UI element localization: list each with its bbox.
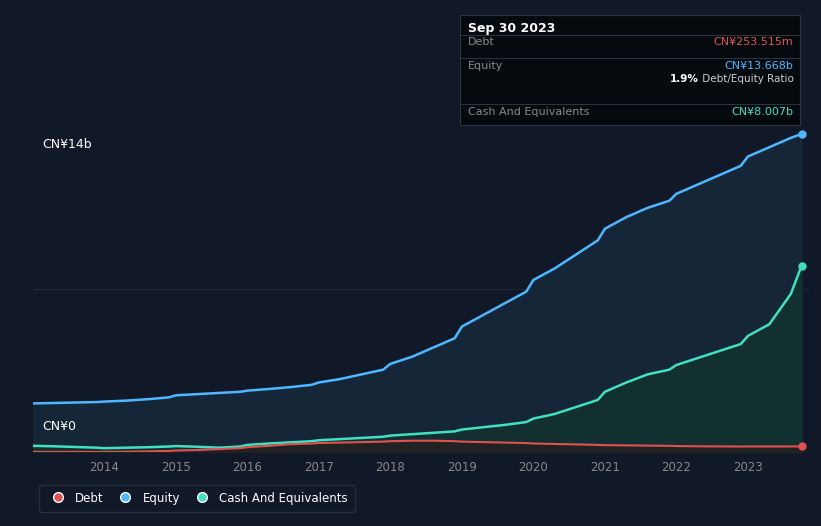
Text: Equity: Equity	[468, 60, 503, 70]
Text: Cash And Equivalents: Cash And Equivalents	[468, 107, 589, 117]
Text: CN¥8.007b: CN¥8.007b	[732, 107, 793, 117]
Text: 1.9%: 1.9%	[670, 74, 699, 84]
Text: CN¥13.668b: CN¥13.668b	[725, 60, 793, 70]
Text: Debt: Debt	[468, 37, 495, 47]
Text: CN¥0: CN¥0	[42, 420, 76, 433]
Text: Sep 30 2023: Sep 30 2023	[468, 22, 556, 35]
Text: CN¥14b: CN¥14b	[42, 138, 92, 150]
Text: CN¥253.515m: CN¥253.515m	[713, 37, 793, 47]
Legend: Debt, Equity, Cash And Equivalents: Debt, Equity, Cash And Equivalents	[39, 484, 355, 512]
Text: Debt/Equity Ratio: Debt/Equity Ratio	[699, 74, 793, 84]
